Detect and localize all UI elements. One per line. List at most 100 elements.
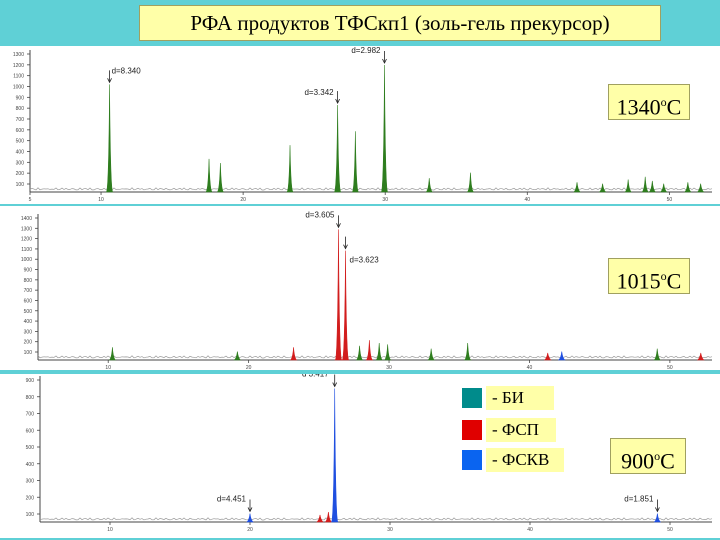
peak-blue bbox=[330, 388, 339, 523]
y-tick-label: 1100 bbox=[21, 247, 32, 253]
peak-label: d 3.417 bbox=[302, 374, 329, 379]
peak-green bbox=[696, 183, 705, 193]
y-tick-label: 200 bbox=[16, 171, 25, 177]
peak-green bbox=[641, 176, 649, 193]
peak-green bbox=[573, 182, 581, 193]
peak-green bbox=[380, 65, 389, 193]
peak-label: d=3.342 bbox=[304, 88, 334, 97]
y-tick-label: 500 bbox=[24, 309, 33, 315]
peak-green bbox=[233, 351, 242, 361]
y-tick-label: 300 bbox=[26, 479, 35, 485]
peak-green bbox=[205, 158, 213, 193]
peak-green bbox=[684, 182, 692, 193]
x-tick-label: 5 bbox=[29, 197, 32, 203]
y-tick-label: 700 bbox=[24, 288, 33, 294]
y-tick-label: 600 bbox=[16, 128, 25, 134]
y-tick-label: 1300 bbox=[13, 52, 24, 58]
y-tick-label: 900 bbox=[16, 95, 25, 101]
legend-label: - ФСП bbox=[486, 418, 556, 442]
peak-green bbox=[355, 345, 364, 361]
x-tick-label: 30 bbox=[386, 365, 392, 370]
y-tick-label: 900 bbox=[24, 268, 33, 274]
y-tick-label: 100 bbox=[24, 350, 33, 356]
y-tick-label: 800 bbox=[24, 278, 33, 284]
peak-red bbox=[543, 352, 552, 361]
temperature-unit-sup: о bbox=[660, 95, 667, 109]
y-tick-label: 400 bbox=[16, 150, 25, 156]
y-tick-label: 500 bbox=[16, 139, 25, 145]
y-tick-label: 600 bbox=[26, 428, 35, 434]
legend-label: - БИ bbox=[486, 386, 554, 410]
x-tick-label: 40 bbox=[525, 197, 531, 203]
baseline-trace bbox=[29, 187, 713, 191]
peak-green bbox=[333, 105, 342, 193]
peak-blue bbox=[557, 351, 566, 361]
peak-blue bbox=[246, 513, 254, 523]
peak-arrowhead bbox=[107, 78, 112, 84]
legend-swatch bbox=[462, 450, 482, 470]
baseline-trace bbox=[37, 355, 713, 359]
temperature-value: 1015 bbox=[616, 268, 661, 294]
peak-label: d=8.340 bbox=[112, 66, 142, 75]
y-tick-label: 1300 bbox=[21, 226, 32, 232]
temperature-label-900: 900оС bbox=[610, 438, 686, 474]
x-tick-label: 30 bbox=[382, 197, 388, 203]
peak-green bbox=[466, 172, 475, 193]
peak-green bbox=[425, 178, 434, 193]
peak-red bbox=[334, 229, 343, 361]
temperature-unit-sup: о bbox=[654, 449, 661, 463]
temperature-unit-sup: о bbox=[660, 269, 667, 283]
y-tick-label: 700 bbox=[16, 117, 25, 123]
baseline-trace bbox=[39, 517, 713, 521]
y-tick-label: 200 bbox=[26, 495, 35, 501]
xrd-panel-900: 900 800 700 600 500 400 300 200 100 10 20 30 40 50 d=4… bbox=[0, 374, 720, 538]
legend-label: - ФСКВ bbox=[486, 448, 564, 472]
temperature-value: 1340 bbox=[616, 94, 661, 120]
peak-red bbox=[289, 347, 298, 361]
peak-label: d=4.451 bbox=[217, 494, 247, 503]
peak-arrowhead bbox=[382, 58, 387, 64]
peak-green bbox=[653, 348, 662, 361]
y-tick-label: 1100 bbox=[13, 74, 24, 80]
xrd-plot-1340: 1300 1200 1100 1000 900 800 700 600 500 400 300 200… bbox=[13, 46, 713, 203]
peak-green bbox=[463, 342, 472, 361]
peak-arrowhead bbox=[336, 223, 341, 229]
x-tick-label: 20 bbox=[247, 527, 253, 533]
y-tick-label: 200 bbox=[24, 340, 33, 346]
peak-green bbox=[105, 84, 114, 193]
y-tick-label: 100 bbox=[16, 182, 25, 188]
peak-green bbox=[216, 163, 225, 193]
peak-green bbox=[659, 183, 668, 193]
x-tick-label: 50 bbox=[667, 365, 673, 370]
temperature-unit-c: С bbox=[666, 94, 682, 120]
x-tick-label: 20 bbox=[240, 197, 246, 203]
xrd-plot-1015: 1400 1300 1200 1100 1000 900 800 700 600 500 400 30… bbox=[21, 210, 713, 370]
temperature-value: 900 bbox=[621, 448, 655, 474]
y-tick-label: 100 bbox=[26, 512, 35, 518]
peak-label: d=1.851 bbox=[624, 494, 654, 503]
peak-label: d=3.605 bbox=[305, 210, 335, 219]
x-tick-label: 30 bbox=[387, 527, 393, 533]
peak-label: d=2.982 bbox=[351, 46, 381, 55]
peak-green bbox=[286, 145, 294, 193]
x-tick-label: 50 bbox=[667, 197, 673, 203]
temperature-label-1340: 1340оС bbox=[608, 84, 690, 120]
peak-green bbox=[108, 347, 117, 361]
peak-green bbox=[598, 183, 607, 193]
xrd-panel-1015: 1400 1300 1200 1100 1000 900 800 700 600 500 400 30… bbox=[0, 206, 720, 370]
y-tick-label: 800 bbox=[16, 106, 25, 112]
y-tick-label: 300 bbox=[24, 329, 33, 335]
temperature-unit-c: С bbox=[660, 448, 675, 474]
y-tick-label: 1400 bbox=[21, 216, 32, 222]
peak-green bbox=[648, 180, 657, 193]
x-tick-label: 10 bbox=[105, 365, 111, 370]
peak-arrowhead bbox=[335, 98, 340, 104]
peak-green bbox=[351, 131, 360, 193]
y-tick-label: 900 bbox=[26, 378, 35, 384]
peak-red bbox=[341, 250, 350, 361]
y-tick-label: 800 bbox=[26, 395, 35, 401]
peak-arrowhead bbox=[247, 507, 253, 513]
y-tick-label: 1000 bbox=[13, 85, 24, 91]
xrd-panel-1340: 1300 1200 1100 1000 900 800 700 600 500 400 300 200… bbox=[0, 46, 720, 204]
y-tick-label: 400 bbox=[24, 319, 33, 325]
